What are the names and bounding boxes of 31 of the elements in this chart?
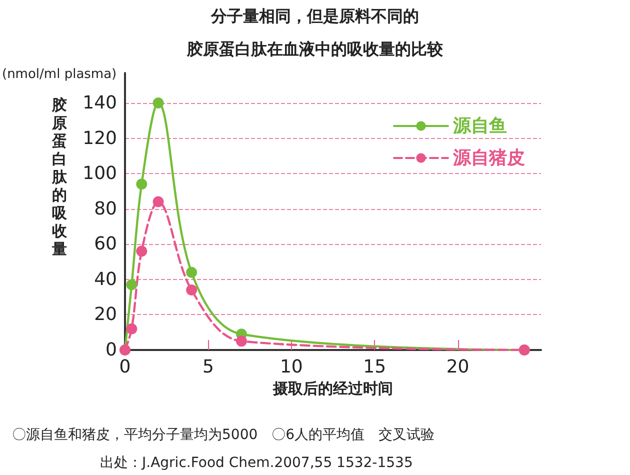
point [152, 97, 164, 108]
x-tick-label: 5 [202, 356, 214, 378]
legend-label: 源自鱼 [452, 116, 507, 136]
y-tick-label: 60 [94, 234, 117, 255]
point [186, 266, 198, 278]
y-tick-label: 40 [94, 268, 117, 290]
text: 胶原蛋白肽的吸收量 [52, 96, 67, 258]
y-tick-label: 80 [94, 198, 117, 220]
point [126, 279, 138, 290]
x-tick-label: 10 [280, 356, 303, 378]
point [236, 336, 247, 347]
x-tick-label: 0 [119, 356, 131, 378]
text: (nmol/ml plasma) [2, 67, 117, 82]
y-tick-label: 20 [94, 304, 117, 326]
text: 出处：J.Agric.Food Chem.2007,55 1532-1535 [100, 455, 413, 471]
chart-subtitle: 胶原蛋白肽在血液中的吸收量的比较 [186, 40, 444, 58]
y-tick-label: 140 [82, 92, 117, 114]
point [152, 196, 164, 208]
legend-label: 源自猪皮 [452, 148, 525, 168]
x-axis-title: 摄取后的经过时间 [272, 379, 393, 398]
point [126, 323, 138, 334]
y-tick-label: 100 [82, 163, 117, 184]
y-tick-label: 120 [82, 128, 117, 149]
point [136, 178, 148, 190]
x-tick-label: 15 [363, 356, 386, 378]
x-tick-label: 20 [446, 356, 470, 378]
chart-title: 分子量相同，但是原料不同的 [210, 6, 419, 26]
point [136, 246, 148, 257]
point [186, 284, 198, 296]
y-tick-label: 0 [106, 340, 117, 360]
text: 〇源自鱼和猪皮，平均分子量均为5000 〇6人的平均值 交叉试验 [12, 427, 435, 443]
